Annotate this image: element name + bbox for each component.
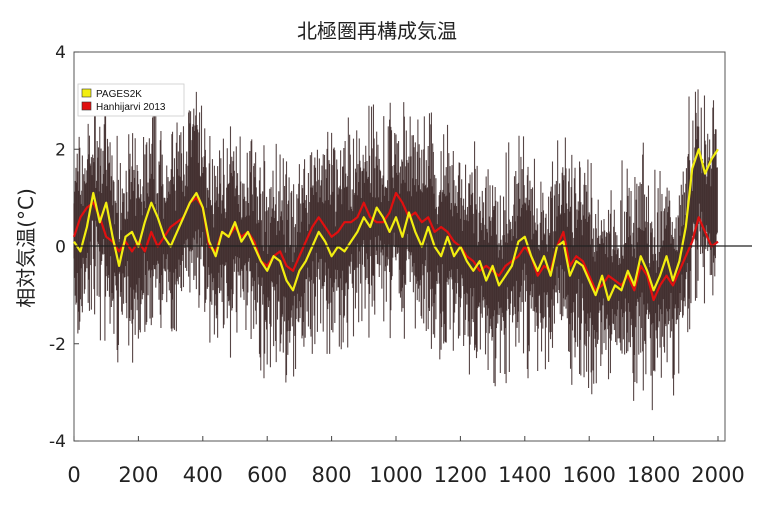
- x-tick-label: 1400: [498, 463, 551, 487]
- x-tick-label: 2000: [691, 463, 744, 487]
- x-tick-label: 1200: [434, 463, 487, 487]
- x-tick-label: 400: [183, 463, 223, 487]
- legend-box: [77, 83, 185, 117]
- x-tick-label: 1800: [627, 463, 680, 487]
- series-hanhijarvi-line: [72, 191, 719, 302]
- x-axis-ticks: 0 200 400 600 800 1000 1200 1400 1600 1800 2000: [67, 436, 745, 487]
- x-tick-label: 0: [67, 463, 80, 487]
- chart-title: 北極圏再構成気温: [297, 19, 457, 43]
- y-tick-label: 0: [55, 238, 66, 258]
- y-tick-label: -4: [49, 432, 66, 452]
- x-tick-label: 200: [118, 463, 158, 487]
- series-layer: [72, 89, 719, 411]
- y-tick-label: 2: [55, 140, 66, 160]
- legend-label-hanhijarvi: Hanhijarvi 2013: [96, 102, 166, 113]
- series-annual: [73, 89, 718, 411]
- x-tick-label: 1000: [369, 463, 422, 487]
- x-tick-label: 800: [312, 463, 352, 487]
- legend: PAGES2K Hanhijarvi 2013: [77, 83, 185, 117]
- y-axis-label: 相対気温(°C): [14, 188, 38, 308]
- x-tick-label: 1600: [562, 463, 615, 487]
- legend-swatch-hanhijarvi: [81, 101, 92, 111]
- y-axis-ticks: 4 2 0 -2 -4: [49, 43, 79, 452]
- y-tick-label: -2: [49, 335, 66, 355]
- legend-swatch-pages2k: [81, 88, 92, 98]
- x-tick-label: 600: [247, 463, 287, 487]
- legend-label-pages2k: PAGES2K: [96, 89, 142, 100]
- y-tick-label: 4: [55, 43, 66, 63]
- series-pages2k-line: [73, 148, 719, 302]
